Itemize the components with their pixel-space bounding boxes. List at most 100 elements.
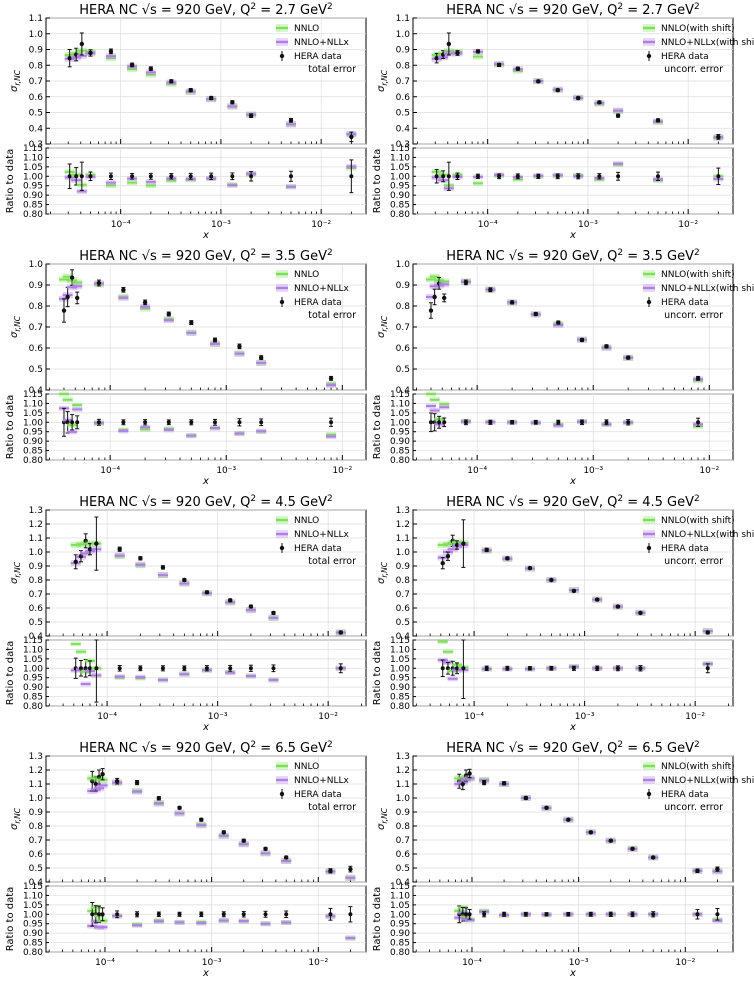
ratio-data-point — [237, 420, 242, 425]
ratio-data-point — [259, 420, 264, 425]
data-point — [544, 805, 549, 810]
y-tick-label: 1.2 — [29, 766, 43, 776]
ratio-data-point — [182, 666, 187, 671]
ratio-data-point — [608, 912, 613, 917]
y-tick-label: 0.9 — [396, 808, 411, 818]
y-tick-label: 1.3 — [396, 752, 410, 762]
ratio-y-tick-label: 1.00 — [23, 910, 43, 920]
data-point — [263, 846, 268, 852]
y-tick-label: 0.7 — [29, 323, 43, 333]
ratio-data-point — [271, 666, 276, 671]
legend-nnlo-band — [643, 270, 655, 278]
ratio-data-point — [75, 420, 80, 425]
y-tick-label: 0.6 — [29, 850, 44, 860]
data-point — [283, 855, 289, 860]
data-point — [484, 547, 489, 553]
data-point — [463, 280, 469, 285]
ratio-data-point — [705, 666, 710, 671]
data-point — [571, 588, 577, 594]
ratio-y-tick-label: 0.90 — [390, 191, 410, 201]
ratio-data-point — [555, 174, 560, 179]
ratio-data-point — [349, 174, 354, 179]
ratio-data-point — [74, 174, 79, 179]
y-tick-label: 0.9 — [396, 46, 411, 56]
ratio-plot-frame — [412, 147, 734, 215]
legend-nllx-band — [643, 776, 655, 784]
data-point — [142, 300, 148, 305]
ratio-y-tick-label: 1.00 — [23, 664, 43, 674]
legend-nllx-band — [276, 530, 288, 538]
y-tick-label: 1.1 — [396, 534, 410, 544]
ratio-data-point — [434, 174, 439, 179]
y-tick-label: 0.7 — [396, 77, 410, 87]
data-point — [523, 795, 529, 801]
data-point — [455, 50, 460, 56]
ratio-y-tick-label: 0.95 — [390, 920, 410, 930]
ratio-plot-frame — [45, 147, 367, 215]
ratio-data-point — [497, 174, 502, 179]
x-tick-label: 10⁻³ — [202, 958, 222, 968]
x-tick-label: 10⁻³ — [578, 220, 598, 230]
ratio-data-point — [263, 912, 268, 917]
y-tick-label: 0.5 — [29, 618, 43, 628]
x-tick-label: 10⁻² — [318, 712, 338, 722]
y-tick-label: 0.7 — [396, 836, 410, 846]
legend-data-label: HERA data — [294, 52, 342, 62]
ratio-data-point — [460, 912, 465, 917]
chart-panel-8: HERA NC √s = 920 GeV, Q2 = 6.5 GeV2 0.4 0.… — [372, 740, 754, 979]
ratio-data-point — [241, 912, 246, 917]
x-tick-label: 10⁻⁴ — [464, 712, 484, 722]
ratio-data-point — [455, 174, 460, 179]
ratio-data-point — [446, 174, 451, 179]
ratio-data-point — [454, 666, 459, 671]
ratio-data-point — [188, 174, 193, 179]
data-point — [705, 630, 710, 635]
x-tick-label: 10⁻² — [699, 466, 719, 476]
legend-nllx-label: NNLO+NLLx — [294, 776, 350, 786]
ratio-data-point — [464, 912, 469, 917]
x-tick-label: 10⁻² — [308, 958, 328, 968]
y-axis-label: σr,NC — [9, 315, 22, 338]
ratio-data-point — [482, 912, 487, 917]
ratio-data-point — [576, 174, 581, 179]
data-point — [440, 561, 445, 566]
legend-data-marker — [279, 791, 285, 797]
y-tick-label: 0.4 — [29, 878, 44, 888]
legend-nnlo-band — [276, 270, 288, 278]
legend-data-marker — [646, 299, 652, 305]
ratio-data-point — [138, 666, 143, 671]
ratio-data-point — [437, 420, 442, 425]
y-tick-label: 1.3 — [29, 752, 43, 762]
ratio-y-tick-label: 1.15 — [23, 390, 43, 400]
y-tick-label: 0.8 — [396, 576, 411, 586]
legend-nllx-label: NNLO+NLLx — [294, 284, 350, 294]
ratio-y-tick-label: 1.05 — [23, 409, 43, 419]
error-type-note: total error — [308, 556, 356, 567]
data-point — [138, 556, 143, 561]
legend-nnlo-band — [643, 24, 655, 32]
data-point — [73, 559, 78, 564]
ratio-y-tick-label: 0.95 — [390, 182, 410, 192]
data-point — [93, 781, 98, 787]
ratio-y-tick-label: 0.90 — [23, 683, 43, 693]
legend-data-marker — [646, 791, 652, 797]
ratio-y-tick-label: 1.00 — [23, 418, 43, 428]
ratio-y-axis-label: Ratio to data — [5, 887, 16, 952]
legend-nllx-band — [276, 284, 288, 292]
x-axis-label: x — [202, 230, 209, 241]
data-point — [237, 344, 242, 349]
ratio-y-tick-label: 1.10 — [390, 891, 410, 901]
data-point — [348, 866, 353, 872]
ratio-data-point — [445, 666, 450, 671]
ratio-y-tick-label: 0.90 — [23, 191, 43, 201]
ratio-data-point — [533, 420, 538, 425]
y-tick-label: 0.5 — [29, 864, 43, 874]
data-point — [61, 308, 67, 313]
ratio-data-point — [571, 666, 576, 671]
y-tick-label: 1.0 — [29, 794, 44, 804]
legend-nllx-band — [276, 38, 288, 46]
data-point — [96, 280, 102, 286]
ratio-y-tick-label: 0.90 — [23, 929, 43, 939]
ratio-data-point — [655, 174, 660, 179]
data-point — [442, 295, 447, 301]
